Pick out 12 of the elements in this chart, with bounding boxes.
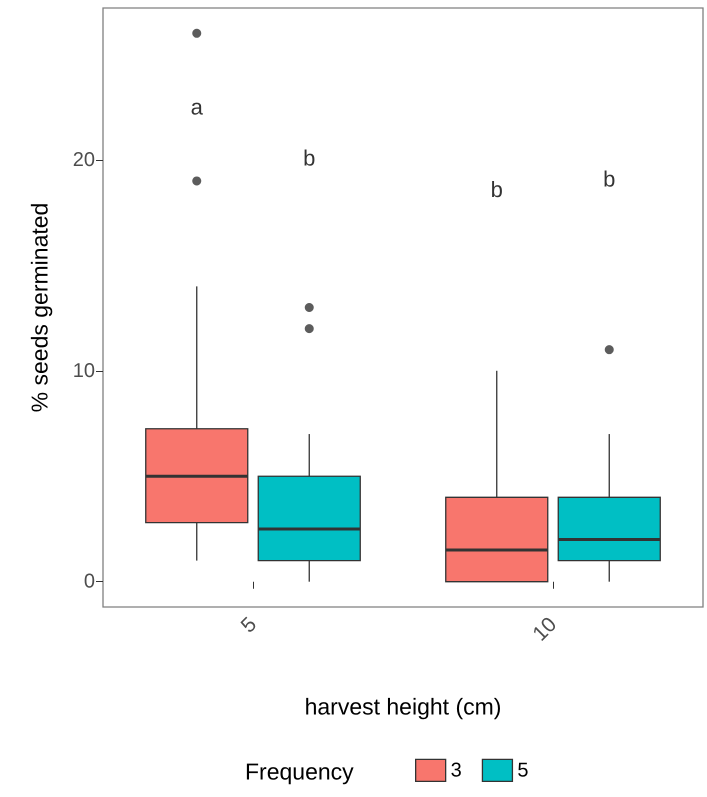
legend-label: 5: [517, 759, 529, 782]
y-tick-label: 20: [72, 148, 95, 171]
x-axis-title: harvest height (cm): [304, 694, 502, 720]
annotation: a: [190, 94, 204, 120]
legend-label: 3: [450, 759, 462, 782]
y-tick-label: 0: [84, 570, 95, 593]
annotation: b: [303, 145, 316, 170]
annotation: b: [603, 166, 616, 192]
y-axis-title: % seeds germinated: [26, 202, 52, 412]
annotation: b: [490, 176, 503, 202]
y-tick-label: 10: [72, 360, 95, 382]
legend-title: Frequency: [245, 758, 354, 784]
